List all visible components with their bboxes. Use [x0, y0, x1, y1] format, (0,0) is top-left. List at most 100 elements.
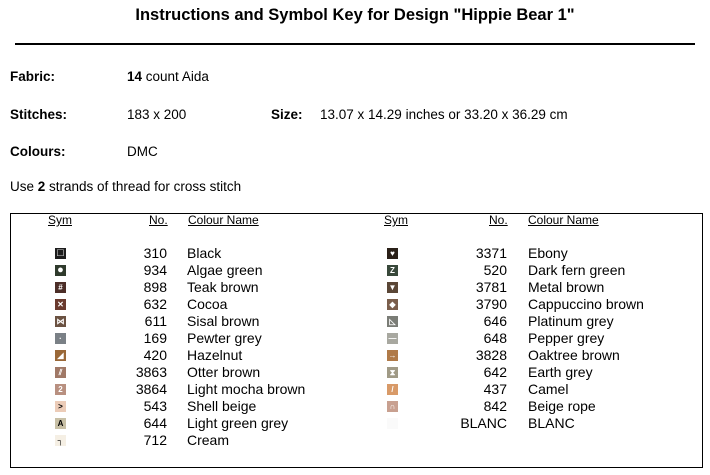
colour-name: Otter brown: [187, 364, 261, 380]
symbol-swatch-icon: ▼: [387, 282, 398, 293]
symbol-swatch-icon: →: [387, 350, 398, 361]
key-row: ◆ 3790 Cappuccino brown: [375, 296, 700, 313]
strands-pre: Use: [10, 179, 38, 194]
dmc-number: 648: [483, 330, 507, 346]
symbol-swatch-icon: —: [387, 333, 398, 344]
key-row: #898 Teak brown: [40, 279, 340, 296]
dmc-number: 520: [483, 262, 507, 278]
title-divider: [15, 43, 695, 45]
fabric-label: Fabric:: [10, 69, 56, 84]
dmc-number: 712: [143, 432, 167, 448]
dmc-number: 642: [483, 364, 507, 380]
symbol-swatch-icon: ∩: [387, 401, 398, 412]
dmc-number: 3864: [135, 381, 167, 397]
symbol-swatch-icon: ◺: [387, 316, 398, 327]
colour-name: Light mocha brown: [187, 381, 306, 397]
symbol-swatch-icon: ✕: [55, 299, 66, 310]
colour-name: Earth grey: [528, 364, 593, 380]
key-row: ● 934 Algae green: [40, 262, 340, 279]
symbol-swatch-icon: ♥: [387, 248, 398, 259]
colour-name: Algae green: [187, 262, 263, 278]
key-row: 2 3864 Light mocha brown: [40, 381, 340, 398]
key-row: ⋈ 611 Sisal brown: [40, 313, 340, 330]
colour-name: Black: [187, 245, 222, 261]
fabric-type: count Aida: [142, 69, 209, 84]
dmc-number: 3828: [475, 347, 507, 363]
header-no-left: No.: [149, 213, 168, 227]
key-row: → 3828 Oaktree brown: [375, 347, 700, 364]
colour-name: Hazelnut: [187, 347, 243, 363]
symbol-swatch-icon: ⫽: [55, 367, 66, 378]
stitches-label: Stitches:: [10, 107, 68, 122]
header-sym-left: Sym: [48, 213, 72, 227]
dmc-number: BLANC: [460, 415, 507, 431]
symbol-swatch-icon: A: [55, 418, 66, 429]
colour-name: Cocoa: [187, 296, 228, 312]
key-row: ◺ 646 Platinum grey: [375, 313, 700, 330]
colours-label: Colours:: [10, 144, 66, 159]
colour-name: Metal brown: [528, 279, 605, 295]
colour-name: BLANC: [528, 415, 575, 431]
key-row: ♥ 3371 Ebony: [375, 245, 700, 262]
colour-name: Pepper grey: [528, 330, 605, 346]
header-no-right: No.: [489, 213, 508, 227]
fabric-value: 14 count Aida: [127, 69, 209, 84]
key-row: / 437 Camel: [375, 381, 700, 398]
dmc-number: 898: [143, 279, 167, 295]
dmc-number: 3371: [475, 245, 507, 261]
dmc-number: 169: [143, 330, 167, 346]
symbol-swatch-icon: ⧗: [387, 367, 398, 378]
colour-name: Platinum grey: [528, 313, 614, 329]
dmc-number: 646: [483, 313, 507, 329]
fabric-count: 14: [127, 69, 143, 84]
dmc-number: 543: [143, 398, 167, 414]
dmc-number: 632: [143, 296, 167, 312]
strands-post: strands of thread for cross stitch: [45, 179, 242, 194]
colour-name: Light green grey: [187, 415, 289, 431]
key-row: ∩ 842 Beige rope: [375, 398, 700, 415]
symbol-swatch-icon: ·: [55, 333, 66, 344]
dmc-number: 611: [144, 313, 167, 329]
colour-name: Beige rope: [528, 398, 596, 414]
strands-instruction: Use 2 strands of thread for cross stitch: [10, 179, 241, 194]
dmc-number: 934: [143, 262, 167, 278]
header-name-left: Colour Name: [188, 213, 259, 227]
colour-name: Cream: [187, 432, 230, 448]
dmc-number: 437: [483, 381, 507, 397]
colour-name: Teak brown: [187, 279, 259, 295]
symbol-key-table: [10, 213, 703, 468]
page-title: Instructions and Symbol Key for Design "…: [135, 6, 575, 24]
symbol-swatch-icon: ⋈: [55, 316, 66, 327]
symbol-swatch-icon: Z: [387, 265, 398, 276]
symbol-swatch-icon: 2: [55, 384, 66, 395]
colour-name: Cappuccino brown: [528, 296, 644, 312]
colour-name: Ebony: [528, 245, 568, 261]
colour-name: Pewter grey: [187, 330, 262, 346]
header-name-right: Colour Name: [528, 213, 599, 227]
dmc-number: 3781: [475, 279, 507, 295]
key-row: >543 Shell beige: [40, 398, 340, 415]
key-row: □ 310 Black: [40, 245, 340, 262]
key-row: ◢ 420 Hazelnut: [40, 347, 340, 364]
key-row: · 169 Pewter grey: [40, 330, 340, 347]
dmc-number: 3790: [475, 296, 507, 312]
key-row: ⧗ 642 Earth grey: [375, 364, 700, 381]
colour-name: Shell beige: [187, 398, 257, 414]
colour-name: Sisal brown: [187, 313, 260, 329]
key-row: ⫽ 3863 Otter brown: [40, 364, 340, 381]
key-row: ✕ 632 Cocoa: [40, 296, 340, 313]
colour-name: Oaktree brown: [528, 347, 620, 363]
symbol-swatch-icon: ●: [55, 265, 66, 276]
dmc-number: 420: [143, 347, 167, 363]
header-sym-right: Sym: [384, 213, 408, 227]
colours-value: DMC: [127, 144, 158, 159]
symbol-swatch-icon: ◆: [387, 299, 398, 310]
symbol-swatch-icon: #: [55, 282, 66, 293]
colour-name: Dark fern green: [528, 262, 626, 278]
key-row: Z 520 Dark fern green: [375, 262, 700, 279]
dmc-number: 310: [143, 245, 167, 261]
key-row: ┐ 712 Cream: [40, 432, 340, 449]
strands-count: 2: [37, 179, 46, 194]
symbol-swatch-icon: ◢: [55, 350, 66, 361]
key-row: A 644 Light green grey: [40, 415, 340, 432]
